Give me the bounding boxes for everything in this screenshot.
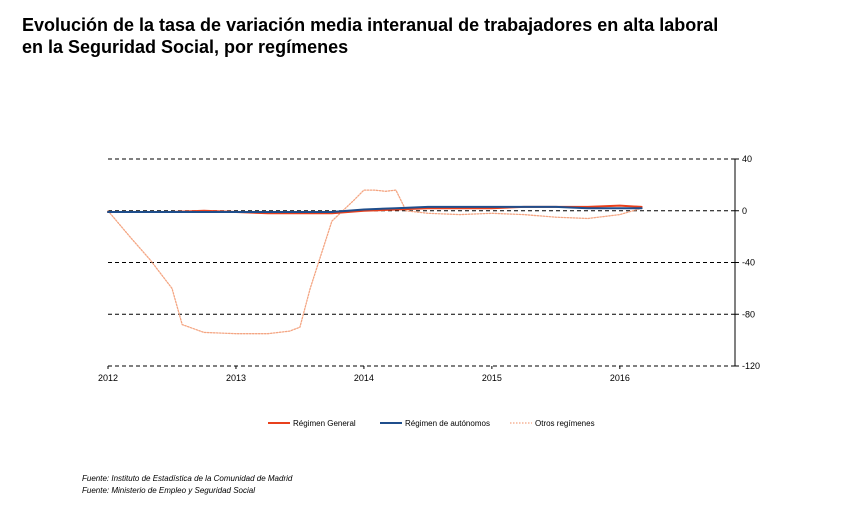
chart-title-line-1: Evolución de la tasa de variación media … — [22, 15, 719, 35]
series-line — [107, 189, 643, 335]
source-line-1: Fuente: Instituto de Estadística de la C… — [82, 474, 293, 483]
y-tick-label: -40 — [742, 258, 755, 268]
legend-item: Otros regímenes — [510, 419, 595, 428]
y-tick-label: 0 — [742, 206, 747, 216]
x-tick-label: 2012 — [98, 373, 118, 383]
legend-label: Régimen General — [293, 419, 356, 428]
x-tick-label: 2015 — [482, 373, 502, 383]
sources-note: Fuente: Instituto de Estadística de la C… — [82, 473, 292, 497]
chart-title-line-2: en la Seguridad Social, por regímenes — [22, 37, 349, 57]
legend-label: Otros regímenes — [535, 419, 595, 428]
chart-title: Evolución de la tasa de variación media … — [22, 14, 822, 58]
x-tick-label: 2013 — [226, 373, 246, 383]
legend-item: Régimen de autónomos — [380, 419, 490, 428]
legend-item: Régimen General — [268, 419, 356, 428]
y-tick-label: 40 — [742, 154, 752, 164]
y-tick-label: -80 — [742, 309, 755, 319]
series-line — [107, 205, 643, 213]
x-tick-label: 2016 — [610, 373, 630, 383]
legend-label: Régimen de autónomos — [405, 419, 490, 428]
y-tick-label: -120 — [742, 361, 760, 371]
source-line-2: Fuente: Ministerio de Empleo y Seguridad… — [82, 486, 255, 495]
x-tick-label: 2014 — [354, 373, 374, 383]
